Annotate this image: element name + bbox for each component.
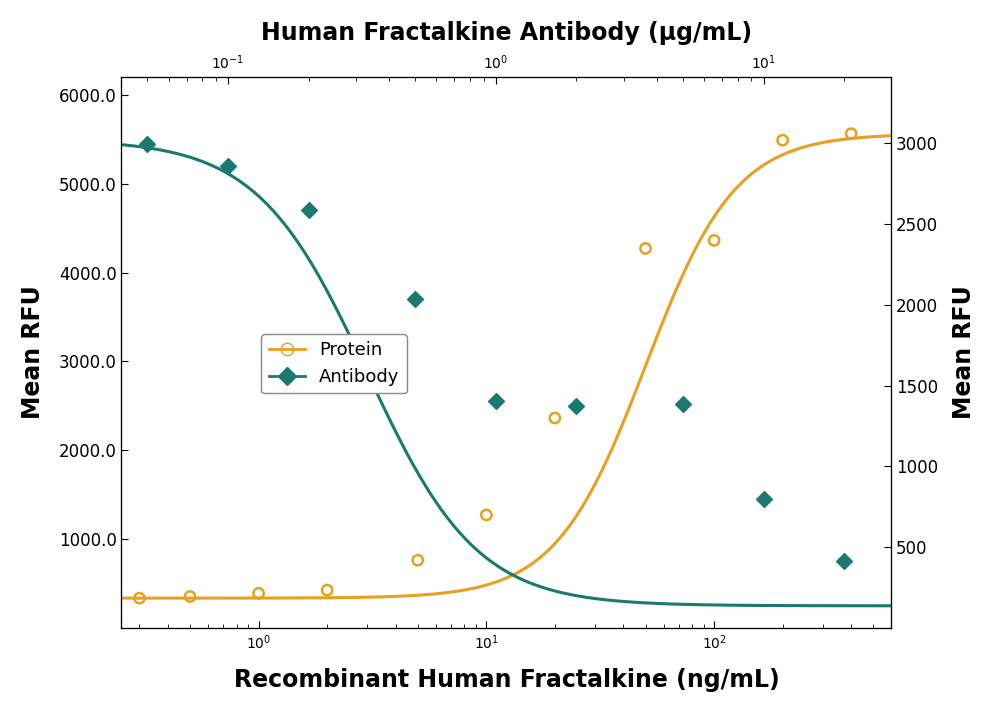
Legend: Protein, Antibody: Protein, Antibody bbox=[261, 334, 407, 394]
Point bbox=[407, 294, 423, 305]
Point bbox=[132, 593, 148, 604]
Point bbox=[706, 235, 722, 246]
Point bbox=[250, 588, 266, 599]
Point bbox=[319, 585, 335, 596]
Point bbox=[756, 493, 772, 505]
Point bbox=[410, 555, 426, 566]
Y-axis label: Mean RFU: Mean RFU bbox=[21, 286, 45, 419]
Point bbox=[775, 135, 791, 146]
Point bbox=[488, 396, 503, 407]
Point bbox=[843, 128, 859, 140]
Point bbox=[637, 242, 653, 254]
Point bbox=[479, 509, 495, 520]
Point bbox=[568, 400, 584, 411]
Point bbox=[836, 555, 852, 567]
Point bbox=[301, 205, 317, 216]
Point bbox=[675, 399, 691, 410]
Point bbox=[943, 588, 959, 600]
Point bbox=[182, 591, 198, 602]
Point bbox=[140, 138, 156, 150]
X-axis label: Human Fractalkine Antibody (μg/mL): Human Fractalkine Antibody (μg/mL) bbox=[261, 21, 752, 45]
Point bbox=[547, 412, 563, 424]
Y-axis label: Mean RFU: Mean RFU bbox=[952, 286, 976, 419]
Point bbox=[220, 160, 236, 172]
X-axis label: Recombinant Human Fractalkine (ng/mL): Recombinant Human Fractalkine (ng/mL) bbox=[233, 668, 780, 692]
